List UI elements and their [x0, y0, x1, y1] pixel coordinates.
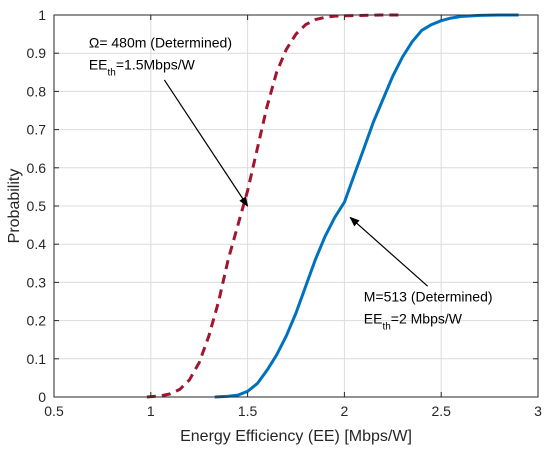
annotation-line-2: EEth=2 Mbps/W [364, 311, 463, 333]
x-axis-label: Energy Efficiency (EE) [Mbps/W] [180, 428, 412, 445]
x-tick-label: 1.5 [238, 403, 258, 419]
ticks: 0.5 1 1.5 2 2.5 3 0 0.1 0.2 0.3 0.4 0.5 0.6 0.7 0.8 0.9… [27, 7, 543, 419]
x-tick-label: 0.5 [44, 403, 64, 419]
annotation-line-1: Ω= 480m (Determined) [89, 34, 232, 50]
y-tick-label: 0 [38, 389, 46, 405]
y-tick-label: 0.7 [27, 122, 47, 138]
annotation-subscript: th [382, 321, 390, 332]
y-tick-label: 0.6 [27, 160, 47, 176]
annotation-2: M=513 (Determined) EEth=2 Mbps/W [349, 216, 493, 333]
y-tick-label: 0.9 [27, 45, 47, 61]
x-tick-label: 3 [534, 403, 542, 419]
y-tick-label: 0.4 [27, 236, 47, 252]
annotation-ee: EE [89, 56, 108, 72]
series-layer [146, 13, 519, 399]
annotation-subscript: th [108, 67, 116, 78]
y-tick-label: 0.5 [27, 198, 47, 214]
y-axis-label: Probability [6, 169, 23, 244]
y-tick-label: 0.3 [27, 274, 47, 290]
annotation-text: = 480m (Determined) [99, 34, 232, 50]
x-tick-label: 1 [147, 403, 155, 419]
x-tick-label: 2 [341, 403, 349, 419]
y-tick-label: 1 [38, 7, 46, 23]
annotation-line-2: EEth=1.5Mbps/W [89, 56, 196, 78]
annotation-threshold: =2 Mbps/W [391, 311, 463, 327]
annotation-line-1: M=513 (Determined) [364, 289, 493, 305]
annotation-ee: EE [364, 311, 383, 327]
x-tick-label: 2.5 [431, 403, 451, 419]
y-tick-label: 0.1 [27, 351, 47, 367]
annotation-text: M=513 (Determined) [364, 289, 493, 305]
annotation-arrow [163, 79, 249, 207]
y-tick-label: 0.8 [27, 83, 47, 99]
series-line-2 [214, 13, 519, 399]
annotation-threshold: =1.5Mbps/W [116, 56, 196, 72]
annotation-symbol: Ω [89, 34, 99, 50]
annotations: Ω= 480m (Determined)EEth=1.5Mbps/WM=513 … [89, 34, 493, 332]
y-tick-label: 0.2 [27, 313, 47, 329]
annotation-arrow [349, 216, 429, 287]
annotation-1: Ω= 480m (Determined) EEth=1.5Mbps/W [89, 34, 249, 207]
series-line-1 [146, 13, 399, 399]
